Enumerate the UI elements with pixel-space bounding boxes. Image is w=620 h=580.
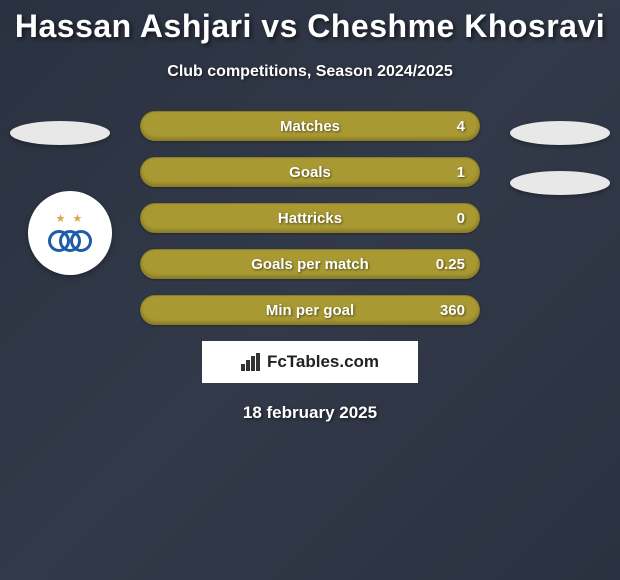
badge-stars-icon: ★ ★ xyxy=(56,212,85,225)
stat-label: Goals per match xyxy=(141,256,479,273)
stat-label: Hattricks xyxy=(141,210,479,227)
stats-container: Matches 4 Goals 1 Hattricks 0 Goals per … xyxy=(140,111,480,325)
watermark-text: FcTables.com xyxy=(267,352,379,372)
watermark: FcTables.com xyxy=(202,341,418,383)
comparison-title: Hassan Ashjari vs Cheshme Khosravi xyxy=(0,0,620,45)
badge-rings-icon xyxy=(48,227,92,255)
stat-value: 360 xyxy=(440,302,465,319)
stat-row: Hattricks 0 xyxy=(140,203,480,233)
stat-row: Goals 1 xyxy=(140,157,480,187)
player-avatar-placeholder-left xyxy=(10,121,110,145)
club-badge: ★ ★ xyxy=(28,191,112,275)
bar-chart-icon xyxy=(241,353,261,371)
stat-label: Goals xyxy=(141,164,479,181)
player-avatar-placeholder-right-1 xyxy=(510,121,610,145)
stat-value: 1 xyxy=(457,164,465,181)
content-area: ★ ★ Matches 4 Goals 1 Hattricks 0 Goals … xyxy=(0,111,620,423)
player-avatar-placeholder-right-2 xyxy=(510,171,610,195)
stat-value: 4 xyxy=(457,118,465,135)
stat-value: 0 xyxy=(457,210,465,227)
date-label: 18 february 2025 xyxy=(0,403,620,423)
stat-value: 0.25 xyxy=(436,256,465,273)
stat-label: Min per goal xyxy=(141,302,479,319)
stat-row: Goals per match 0.25 xyxy=(140,249,480,279)
stat-row: Min per goal 360 xyxy=(140,295,480,325)
stat-row: Matches 4 xyxy=(140,111,480,141)
stat-label: Matches xyxy=(141,118,479,135)
comparison-subtitle: Club competitions, Season 2024/2025 xyxy=(0,63,620,81)
